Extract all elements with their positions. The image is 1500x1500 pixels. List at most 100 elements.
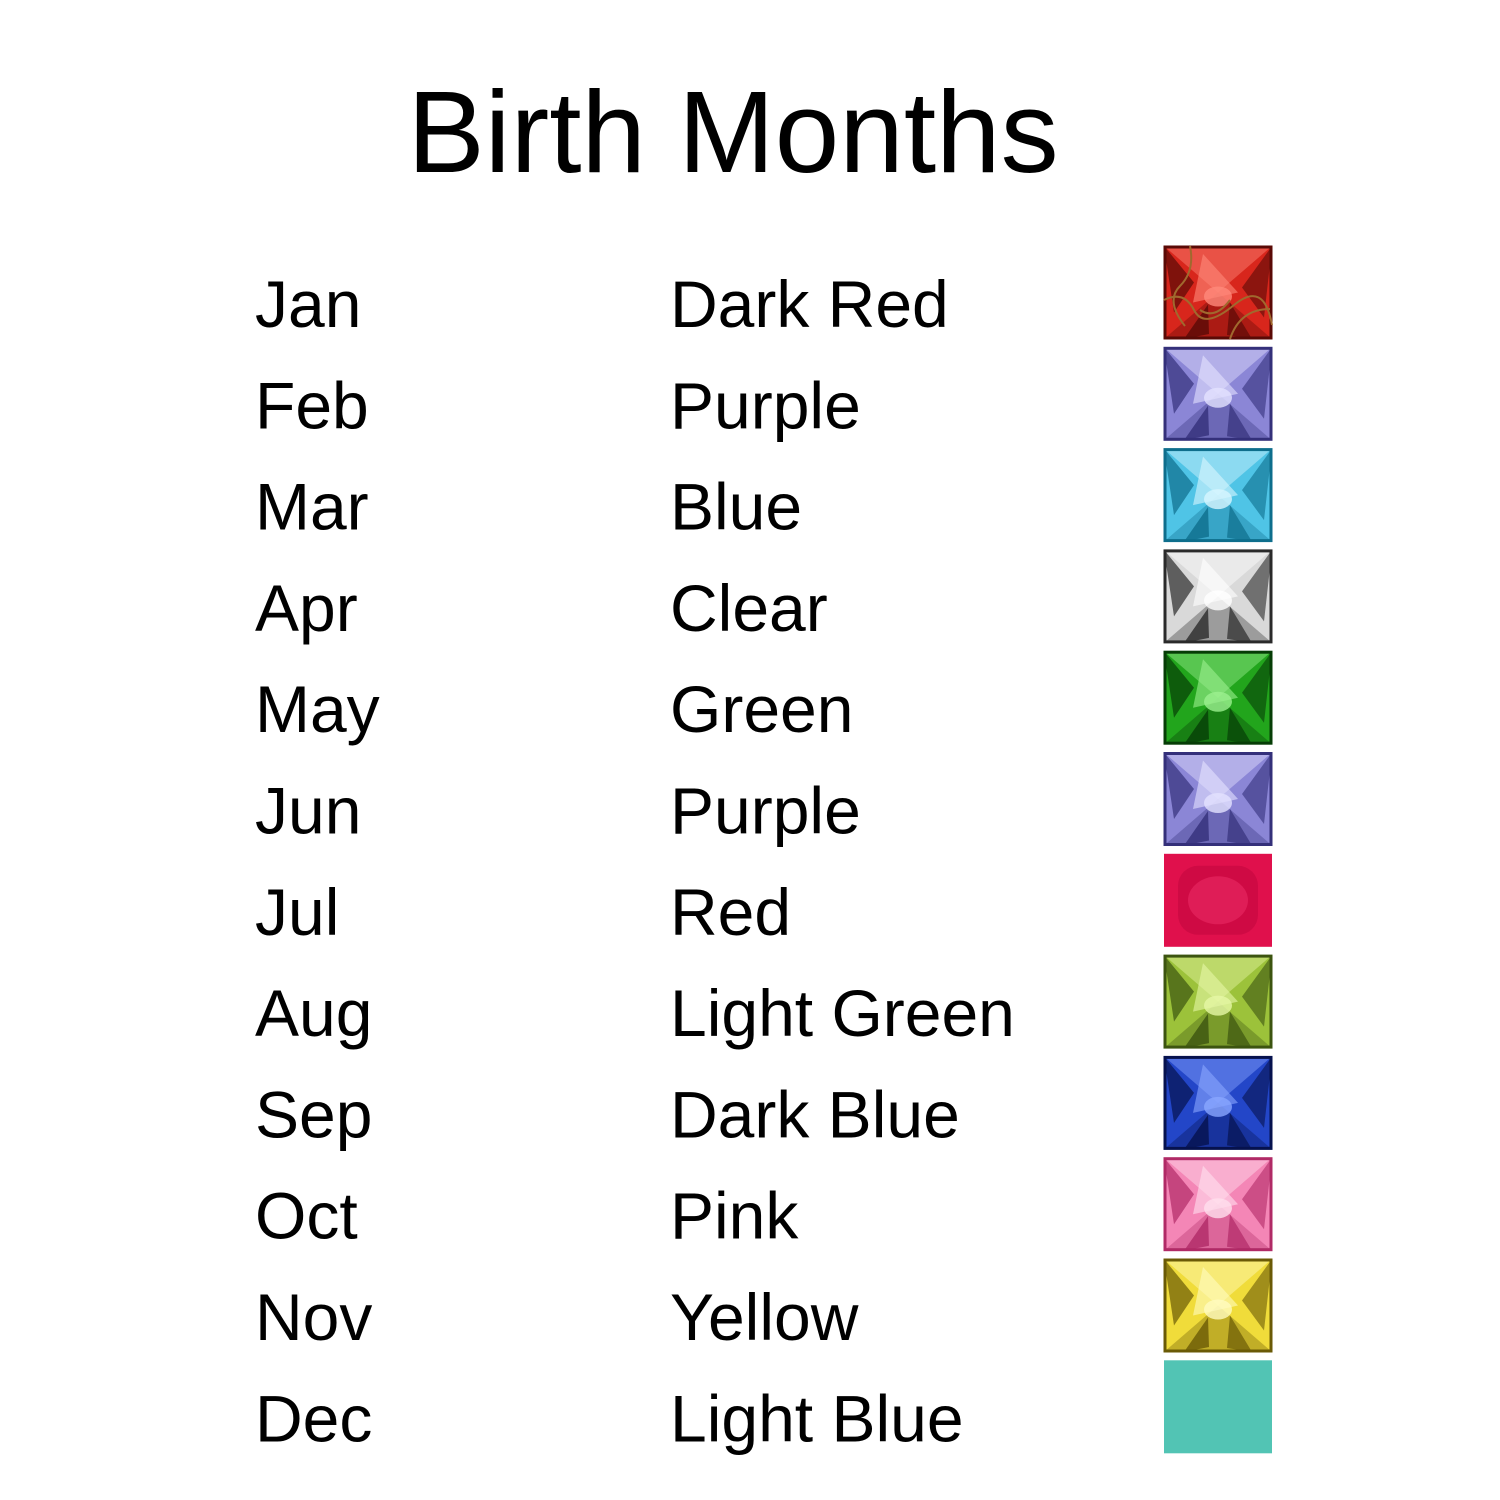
gem-facet <box>1184 304 1209 339</box>
gem-facet <box>1184 1013 1209 1049</box>
month: Jul <box>255 875 339 949</box>
gem-shine <box>1204 387 1232 408</box>
gem-vein <box>1163 295 1273 326</box>
gem-facet <box>1164 1259 1194 1326</box>
gem-facet <box>1242 955 1272 1027</box>
gem-facet <box>1184 405 1209 441</box>
gem-facet <box>1164 495 1272 542</box>
gem-facet <box>1164 347 1194 414</box>
gem-edge <box>1163 245 1273 340</box>
color-name: Red <box>670 875 791 949</box>
gem-swatch <box>1163 448 1273 543</box>
gem-facet <box>1164 1056 1194 1123</box>
gem-facet <box>1227 403 1252 441</box>
gem-swatch <box>1164 853 1272 947</box>
color-name: Light Blue <box>670 1381 964 1455</box>
gem-shine <box>1204 793 1232 813</box>
gem-facet <box>1227 505 1252 542</box>
month: Mar <box>255 470 369 544</box>
month: May <box>255 672 380 746</box>
gem-shine <box>1204 995 1232 1016</box>
month: Aug <box>255 976 372 1050</box>
gem-facet <box>1164 1305 1272 1352</box>
gem-facet <box>1164 799 1272 846</box>
gem-facet <box>1242 1259 1272 1331</box>
gem-facet <box>1164 448 1272 496</box>
rows: Jan Dark Red Feb Purple Mar Blue Apr Clear May Gr… <box>255 245 1273 1455</box>
color-name: Dark Red <box>670 267 949 341</box>
gem-facet <box>1164 1056 1272 1103</box>
month: Sep <box>255 1077 372 1151</box>
gem-facet <box>1184 1317 1209 1352</box>
gem-swatch <box>1163 752 1273 846</box>
title: Birth Months <box>407 67 1058 197</box>
gem-facet <box>1164 651 1194 718</box>
gem-facet <box>1164 1001 1272 1049</box>
month: Dec <box>255 1381 372 1455</box>
gem-edge <box>1163 752 1273 846</box>
gem-shine <box>1204 691 1232 712</box>
gem-facet <box>1242 448 1272 521</box>
gem-vein <box>1229 308 1271 340</box>
gem-facet <box>1242 752 1272 824</box>
gem-base <box>1164 1360 1272 1454</box>
gem-vein <box>1199 299 1231 315</box>
color-name: Yellow <box>670 1280 859 1354</box>
gem-facet <box>1164 549 1272 597</box>
gem-facet <box>1184 1216 1209 1251</box>
gem-facet <box>1164 955 1194 1022</box>
gem-swatch <box>1163 954 1273 1049</box>
gem-facet <box>1242 1157 1272 1230</box>
gem-facet <box>1242 246 1272 318</box>
gem-facet <box>1242 1056 1272 1128</box>
color-name: Purple <box>670 774 861 848</box>
gem-facet <box>1164 955 1272 1002</box>
gem-facet <box>1227 1214 1252 1251</box>
color-name: Clear <box>670 571 828 645</box>
gem-shine <box>1204 1299 1232 1320</box>
gem-facet <box>1164 1157 1272 1205</box>
gem-facet <box>1164 1259 1272 1306</box>
gem-shine <box>1188 876 1248 925</box>
gem-edge <box>1163 1157 1273 1252</box>
month: Jun <box>255 774 361 848</box>
month: Jan <box>255 267 361 341</box>
gem-shine <box>1204 286 1232 307</box>
gem-facet <box>1164 448 1194 516</box>
gem-swatch <box>1163 346 1273 441</box>
gem-facet <box>1164 549 1194 617</box>
gem-facet <box>1164 697 1272 745</box>
gem-facet <box>1242 651 1272 723</box>
gem-swatch <box>1163 650 1273 745</box>
gem-edge <box>1163 549 1273 644</box>
color-name: Blue <box>670 470 802 544</box>
gem-swatch <box>1163 1055 1273 1150</box>
gem-facet <box>1227 1011 1252 1049</box>
gem-facet <box>1227 1315 1252 1352</box>
gem-facet <box>1164 393 1272 441</box>
gem-edge <box>1163 346 1273 441</box>
gem-swatch <box>1163 245 1273 1454</box>
gem-edge <box>1163 1258 1273 1353</box>
gem-facet <box>1164 1204 1272 1251</box>
gem-facet <box>1242 549 1272 622</box>
color-name: Purple <box>670 368 861 442</box>
color-name: Green <box>670 672 853 746</box>
gem-edge <box>1163 1055 1273 1150</box>
gem-shine <box>1204 1198 1232 1219</box>
gem-edge <box>1163 954 1273 1049</box>
gem-facet <box>1227 809 1252 846</box>
month: Feb <box>255 368 369 442</box>
gem-facet <box>1164 1102 1272 1150</box>
gem-facet <box>1184 507 1209 542</box>
gem-swatch <box>1163 1258 1273 1353</box>
gem-edge <box>1163 650 1273 745</box>
color-name: Dark Blue <box>670 1077 960 1151</box>
month: Oct <box>255 1179 358 1253</box>
gem-swatch <box>1163 245 1273 340</box>
gem-facet <box>1184 709 1209 745</box>
gem-swatch <box>1163 1157 1273 1252</box>
gem-facet <box>1164 651 1272 698</box>
